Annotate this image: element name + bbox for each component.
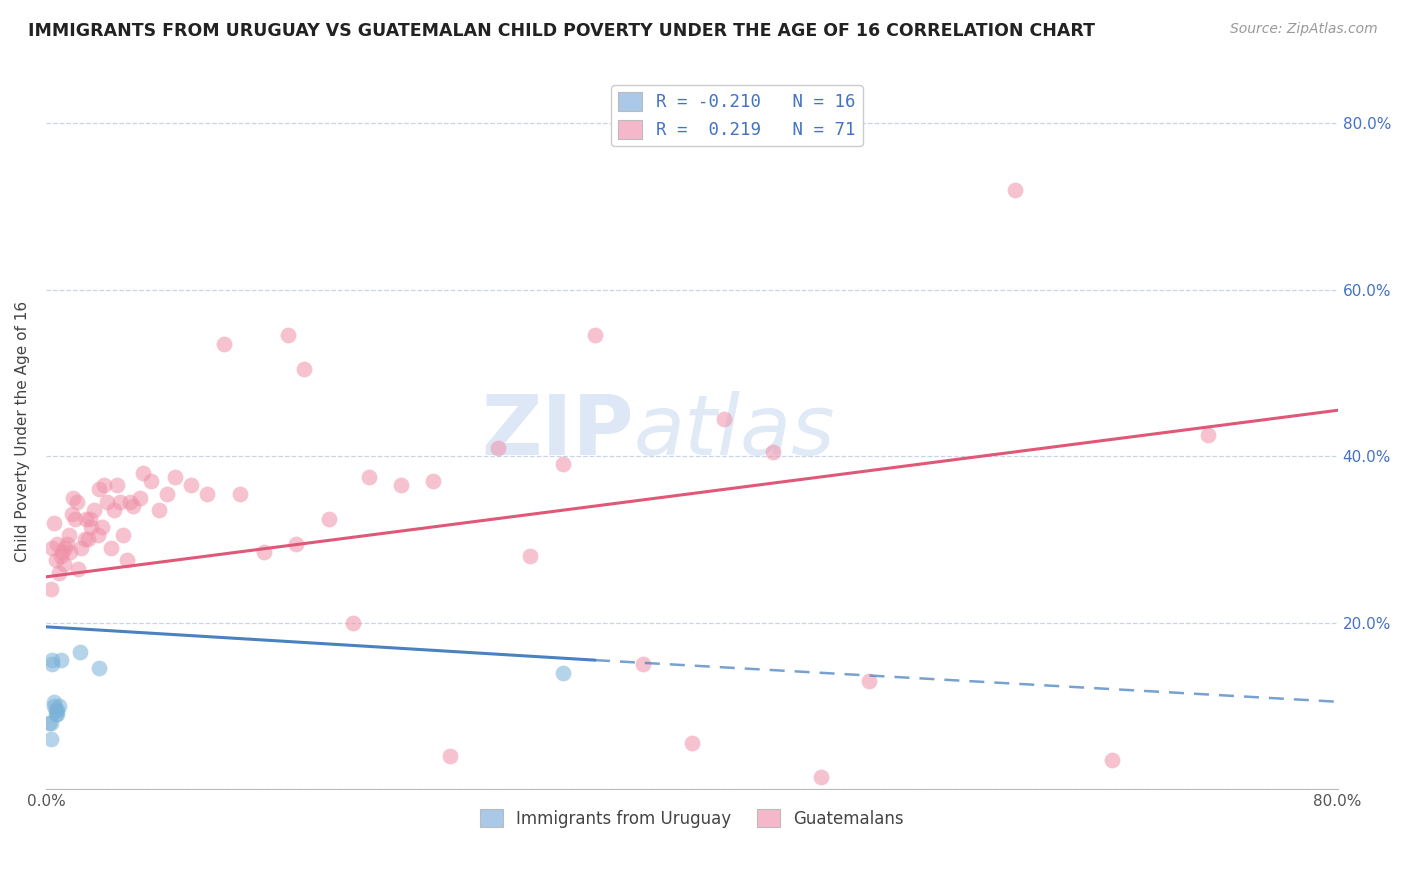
- Point: [551, 458, 574, 472]
- Point: [128, 491, 150, 505]
- Point: [45, 707, 67, 722]
- Text: ZIP: ZIP: [481, 391, 634, 472]
- Point: [253, 545, 276, 559]
- Point: [292, 361, 315, 376]
- Point: [77, 533, 100, 547]
- Point: [633, 657, 655, 672]
- Point: [212, 336, 235, 351]
- Point: [180, 478, 202, 492]
- Point: [45, 703, 67, 717]
- Point: [486, 441, 509, 455]
- Point: [118, 495, 141, 509]
- Point: [858, 673, 880, 688]
- Point: [86, 528, 108, 542]
- Point: [66, 495, 89, 509]
- Point: [67, 561, 90, 575]
- Point: [583, 328, 606, 343]
- Point: [56, 536, 79, 550]
- Point: [58, 528, 80, 542]
- Point: [46, 707, 69, 722]
- Point: [156, 486, 179, 500]
- Point: [342, 615, 364, 630]
- Point: [52, 558, 75, 572]
- Point: [228, 486, 250, 500]
- Point: [551, 665, 574, 680]
- Point: [48, 698, 70, 713]
- Point: [713, 411, 735, 425]
- Point: [41, 657, 63, 672]
- Point: [103, 503, 125, 517]
- Point: [422, 474, 444, 488]
- Point: [96, 495, 118, 509]
- Point: [39, 582, 62, 597]
- Point: [148, 503, 170, 517]
- Point: [389, 478, 412, 492]
- Text: Source: ZipAtlas.com: Source: ZipAtlas.com: [1230, 22, 1378, 37]
- Legend: Immigrants from Uruguay, Guatemalans: Immigrants from Uruguay, Guatemalans: [472, 803, 911, 835]
- Point: [46, 536, 69, 550]
- Point: [357, 470, 380, 484]
- Point: [1101, 753, 1123, 767]
- Point: [62, 491, 84, 505]
- Point: [51, 545, 73, 559]
- Point: [59, 545, 82, 559]
- Point: [681, 736, 703, 750]
- Point: [89, 661, 111, 675]
- Point: [69, 645, 91, 659]
- Point: [73, 533, 96, 547]
- Point: [46, 703, 69, 717]
- Point: [112, 528, 135, 542]
- Y-axis label: Child Poverty Under the Age of 16: Child Poverty Under the Age of 16: [15, 301, 30, 562]
- Point: [75, 511, 97, 525]
- Point: [318, 511, 340, 525]
- Point: [42, 695, 65, 709]
- Point: [100, 541, 122, 555]
- Point: [277, 328, 299, 343]
- Point: [110, 495, 132, 509]
- Point: [285, 536, 308, 550]
- Point: [165, 470, 187, 484]
- Point: [139, 474, 162, 488]
- Point: [197, 486, 219, 500]
- Point: [42, 516, 65, 530]
- Point: [93, 478, 115, 492]
- Point: [42, 698, 65, 713]
- Point: [761, 445, 783, 459]
- Point: [38, 715, 60, 730]
- Point: [41, 653, 63, 667]
- Point: [810, 770, 832, 784]
- Point: [105, 478, 128, 492]
- Point: [39, 732, 62, 747]
- Point: [122, 499, 145, 513]
- Point: [39, 715, 62, 730]
- Point: [1004, 183, 1026, 197]
- Point: [132, 466, 155, 480]
- Point: [60, 508, 83, 522]
- Point: [41, 541, 63, 555]
- Point: [1198, 428, 1220, 442]
- Point: [70, 541, 93, 555]
- Text: IMMIGRANTS FROM URUGUAY VS GUATEMALAN CHILD POVERTY UNDER THE AGE OF 16 CORRELAT: IMMIGRANTS FROM URUGUAY VS GUATEMALAN CH…: [28, 22, 1095, 40]
- Text: atlas: atlas: [634, 391, 835, 472]
- Point: [49, 653, 72, 667]
- Point: [83, 503, 105, 517]
- Point: [63, 511, 86, 525]
- Point: [89, 483, 111, 497]
- Point: [45, 553, 67, 567]
- Point: [49, 549, 72, 563]
- Point: [115, 553, 138, 567]
- Point: [48, 566, 70, 580]
- Point: [79, 511, 101, 525]
- Point: [439, 748, 461, 763]
- Point: [91, 520, 114, 534]
- Point: [519, 549, 541, 563]
- Point: [53, 541, 76, 555]
- Point: [80, 520, 103, 534]
